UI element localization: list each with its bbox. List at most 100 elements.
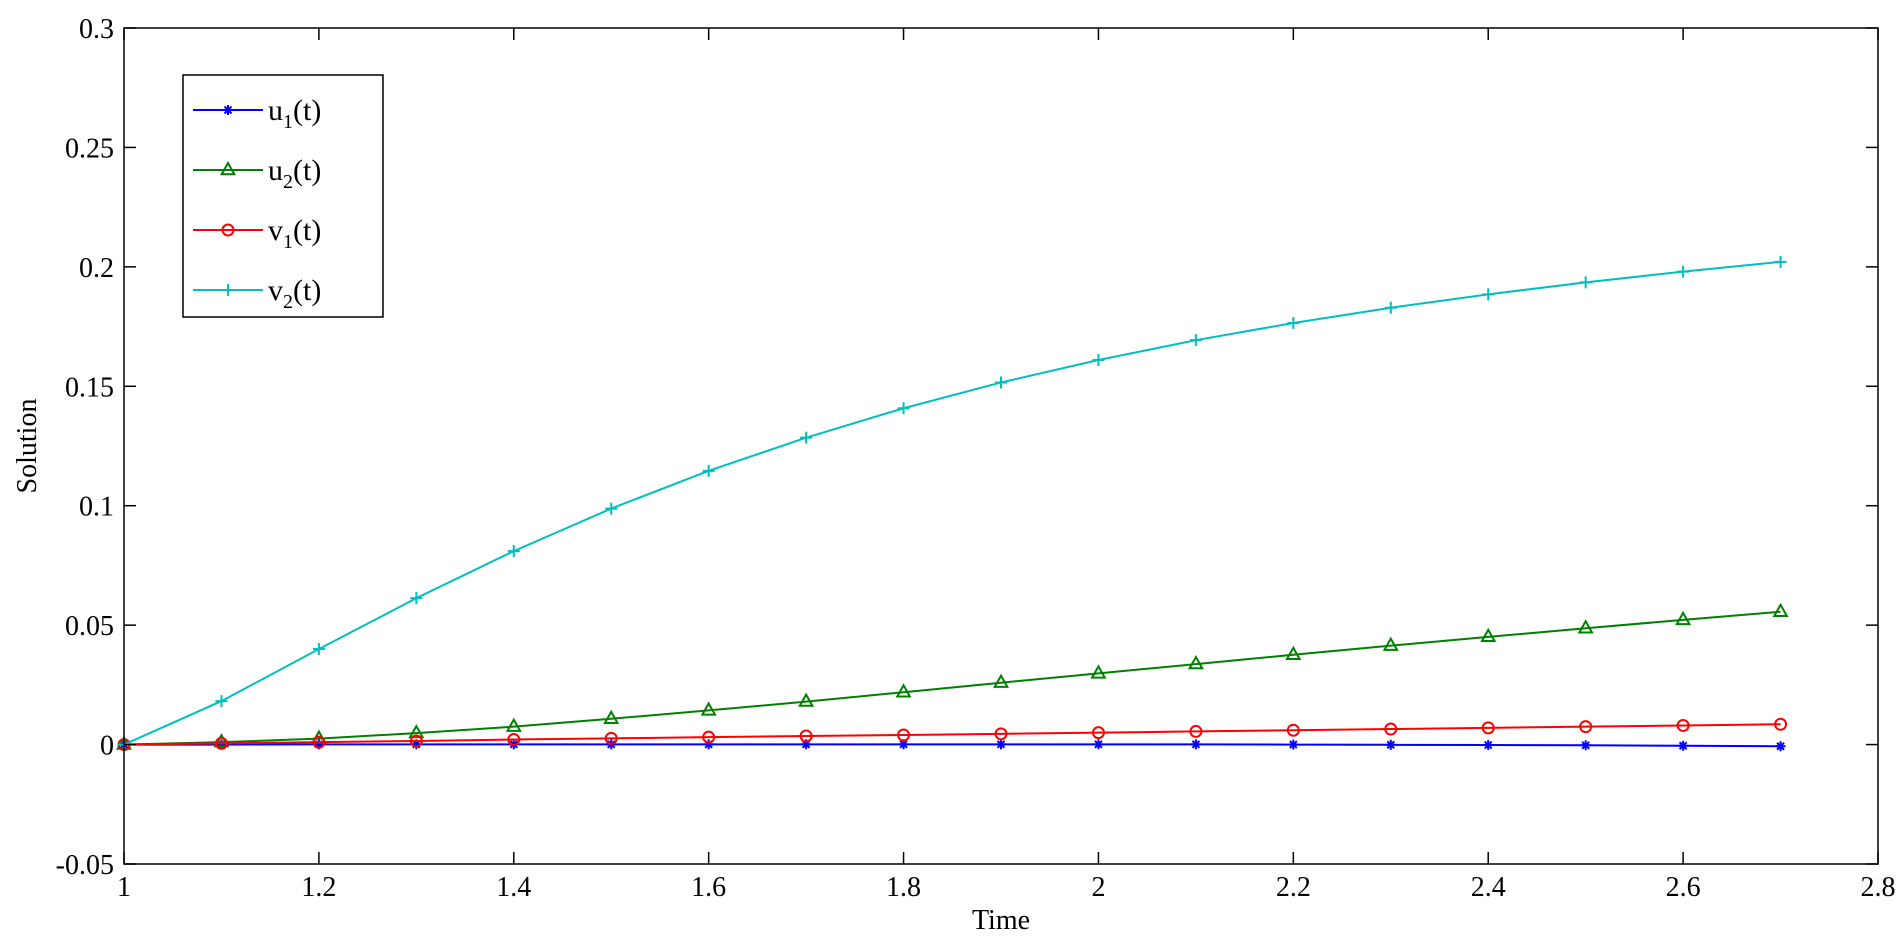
data-point-u1 <box>1190 739 1201 750</box>
y-tick-label: -0.05 <box>56 850 114 881</box>
data-point-v1 <box>312 735 326 749</box>
data-point-v2 <box>1189 334 1202 347</box>
data-point-u2 <box>1772 602 1789 617</box>
y-tick-label: 0.25 <box>65 133 114 164</box>
legend-label-subscript: 2 <box>283 171 293 193</box>
data-point-u2 <box>505 717 522 732</box>
data-point-v2 <box>1384 301 1397 314</box>
x-tick-label: 1.8 <box>886 872 921 903</box>
data-point-v2 <box>1579 276 1592 289</box>
data-point-u1 <box>1580 740 1591 751</box>
data-point-u2 <box>1577 619 1594 634</box>
data-point-v2 <box>410 592 423 605</box>
legend-label-rest: (t) <box>293 154 321 187</box>
data-point-u2 <box>1090 664 1107 679</box>
data-point-v1 <box>1579 720 1593 734</box>
data-point-u2 <box>992 673 1010 688</box>
y-tick-label: 0.2 <box>79 253 114 284</box>
legend-marker-v1 <box>221 223 235 237</box>
series-line-v2 <box>123 260 1781 746</box>
series-v2 <box>118 255 1787 751</box>
x-tick-label: 1.6 <box>691 872 726 903</box>
data-point-u1 <box>996 739 1006 750</box>
axes-box <box>123 27 1879 865</box>
legend-marker-u1 <box>223 105 233 115</box>
data-point-u2 <box>700 701 717 716</box>
x-axis-title: Time <box>972 905 1030 936</box>
data-point-v2 <box>995 376 1007 389</box>
data-point-u1 <box>1385 739 1396 750</box>
axes: 1 1.2 1.4 1.6 1.8 2 2.2 2.4 2.6 2.8 -0.05 0 0.05 0.1 0… <box>56 14 1896 903</box>
data-point-u2 <box>603 709 620 724</box>
data-point-v2 <box>1677 265 1690 278</box>
data-point-v2 <box>1482 288 1495 301</box>
data-point-v1 <box>1189 724 1203 738</box>
data-point-v1 <box>1091 726 1105 740</box>
legend-label: v1(t) <box>268 214 321 253</box>
data-point-v1 <box>702 730 716 744</box>
data-point-v1 <box>1384 722 1398 736</box>
data-point-v1 <box>1774 717 1788 731</box>
data-point-u1 <box>1288 739 1299 750</box>
data-point-v1 <box>409 734 423 748</box>
x-tick-label: 2.4 <box>1471 872 1506 903</box>
x-tick-label: 1.2 <box>301 872 336 903</box>
data-point-v2 <box>215 695 228 708</box>
data-point-v1 <box>214 736 228 750</box>
data-point-v2 <box>605 502 618 515</box>
data-point-u1 <box>1093 739 1104 750</box>
legend-entry-u2: u2(t) <box>193 154 321 193</box>
series-line-v1 <box>123 723 1781 746</box>
x-tick-label: 2.6 <box>1666 872 1701 903</box>
data-point-u1 <box>1775 741 1786 752</box>
legend-label-rest: (t) <box>293 94 321 127</box>
legend-label-base: v <box>268 274 283 307</box>
legend-label: u1(t) <box>268 94 321 133</box>
legend-label-rest: (t) <box>293 214 321 247</box>
data-point-u2 <box>895 683 912 698</box>
data-point-u2 <box>1675 610 1692 626</box>
data-point-v2 <box>897 402 910 415</box>
data-point-v1 <box>1676 718 1690 732</box>
data-point-v1 <box>1481 721 1495 735</box>
legend-label-base: u <box>268 154 283 187</box>
data-point-v2 <box>1092 354 1105 367</box>
legend-label-base: v <box>268 214 283 247</box>
legend-label-subscript: 1 <box>283 231 293 253</box>
legend-label-subscript: 2 <box>283 291 293 313</box>
data-point-u2 <box>798 692 815 707</box>
legend-marker-v2 <box>222 284 234 296</box>
y-axis-title: Solution <box>12 399 43 494</box>
data-point-v2 <box>1287 316 1300 329</box>
x-tick-label: 1 <box>117 872 131 903</box>
data-point-u2 <box>1187 655 1204 670</box>
x-tick-label: 2.2 <box>1276 872 1311 903</box>
legend-label-rest: (t) <box>293 274 321 307</box>
data-point-u2 <box>1382 636 1399 651</box>
x-tick-label: 2 <box>1091 872 1105 903</box>
legend-box <box>182 74 384 318</box>
data-point-v2 <box>507 545 520 558</box>
legend-label: u2(t) <box>268 154 321 193</box>
data-point-v1 <box>897 728 911 742</box>
data-point-v2 <box>312 643 325 656</box>
y-tick-label: 0.1 <box>79 492 114 523</box>
legend-entry-u1: u1(t) <box>193 94 321 133</box>
series-u2 <box>115 602 1789 750</box>
data-point-v2 <box>702 464 715 477</box>
legend-label-subscript: 1 <box>283 111 293 133</box>
data-point-v1 <box>604 731 618 745</box>
legend: u1(t)u2(t)v1(t)v2(t) <box>182 74 384 318</box>
series-line-u1 <box>124 743 1781 748</box>
data-point-u2 <box>213 733 230 748</box>
data-point-v1 <box>994 727 1008 741</box>
data-point-u1 <box>1483 740 1494 751</box>
legend-label: v2(t) <box>268 274 321 313</box>
x-tick-label: 1.4 <box>496 872 531 903</box>
legend-label-base: u <box>268 94 283 127</box>
data-point-u1 <box>1678 740 1689 751</box>
data-point-u2 <box>1285 645 1302 660</box>
data-point-v1 <box>799 729 813 743</box>
series-v1 <box>117 717 1788 752</box>
